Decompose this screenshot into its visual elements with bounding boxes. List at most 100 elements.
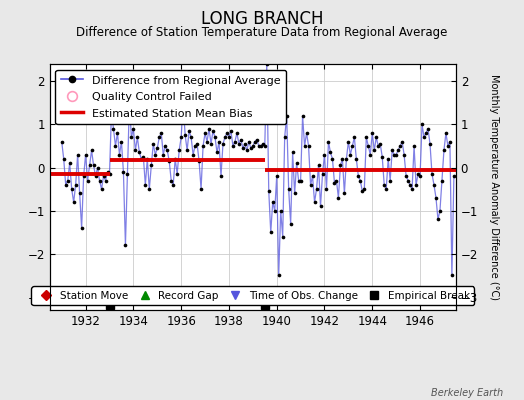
Point (135, 149, 144, 156)
Point (129, 126, 138, 132)
Point (193, 141, 201, 147)
Point (356, 177, 365, 184)
Point (171, 156, 179, 162)
Point (364, 143, 373, 149)
Point (191, 143, 199, 149)
Point (203, 138, 211, 145)
Point (141, 182, 149, 188)
Point (61, 182, 70, 188)
Point (410, 143, 418, 149)
Point (267, 229, 275, 236)
Point (163, 147, 171, 154)
Point (175, 147, 183, 154)
Point (360, 186, 368, 192)
Point (390, 152, 398, 158)
Point (374, 143, 383, 149)
Point (362, 134, 370, 140)
Text: Berkeley Earth: Berkeley Earth (431, 388, 503, 398)
Point (312, 186, 321, 192)
Point (275, 272, 283, 279)
Point (418, 121, 426, 128)
Point (153, 145, 161, 151)
Point (402, 173, 410, 180)
Point (213, 149, 221, 156)
Point (257, 143, 265, 149)
Point (187, 134, 195, 140)
Y-axis label: Monthly Temperature Anomaly Difference (°C): Monthly Temperature Anomaly Difference (… (489, 74, 499, 300)
Point (131, 147, 139, 154)
Point (93, 164, 102, 171)
Point (66, 160, 74, 166)
Point (215, 138, 223, 145)
Point (113, 130, 122, 136)
Point (376, 141, 385, 147)
Point (235, 141, 243, 147)
Point (183, 147, 191, 154)
Point (294, 177, 303, 184)
Point (238, 145, 247, 151)
Point (205, 126, 213, 132)
Point (310, 199, 319, 205)
Point (133, 134, 141, 140)
Point (63, 177, 72, 184)
Point (107, 108, 116, 115)
Point (320, 152, 329, 158)
Point (442, 130, 450, 136)
Point (219, 141, 227, 147)
Point (241, 141, 249, 147)
Point (304, 143, 313, 149)
Point (173, 171, 181, 177)
Point (278, 234, 287, 240)
Point (348, 143, 356, 149)
Point (83, 177, 92, 184)
Point (280, 134, 289, 140)
Point (432, 194, 440, 201)
Point (70, 199, 78, 205)
Legend: Station Move, Record Gap, Time of Obs. Change, Empirical Break: Station Move, Record Gap, Time of Obs. C… (31, 286, 474, 305)
Point (336, 162, 345, 169)
Point (199, 143, 208, 149)
Point (60, 156, 68, 162)
Point (75, 190, 84, 197)
Point (400, 152, 408, 158)
Point (416, 173, 424, 180)
Point (292, 160, 301, 166)
Point (384, 156, 392, 162)
Point (358, 188, 366, 194)
Point (424, 126, 432, 132)
Point (398, 138, 406, 145)
Point (396, 143, 405, 149)
Point (88, 147, 96, 154)
Point (298, 112, 307, 119)
Point (346, 152, 355, 158)
Point (316, 203, 325, 210)
Point (342, 156, 351, 162)
Point (282, 112, 291, 119)
Point (272, 173, 281, 180)
Point (151, 152, 159, 158)
Point (211, 134, 219, 140)
Point (420, 134, 428, 140)
Point (285, 186, 293, 192)
Point (229, 143, 237, 149)
Point (354, 173, 363, 180)
Point (447, 272, 456, 279)
Point (414, 171, 422, 177)
Point (169, 182, 178, 188)
Point (308, 173, 316, 180)
Point (328, 156, 336, 162)
Point (245, 138, 253, 145)
Point (101, 177, 110, 184)
Point (221, 134, 229, 140)
Point (378, 154, 386, 160)
Text: Difference of Station Temperature Data from Regional Average: Difference of Station Temperature Data f… (77, 26, 447, 39)
Point (430, 182, 438, 188)
Point (265, 188, 273, 194)
Point (300, 143, 309, 149)
Point (159, 152, 168, 158)
Point (161, 143, 169, 149)
Point (147, 162, 156, 169)
Point (259, 141, 267, 147)
Point (334, 194, 343, 201)
Point (145, 186, 154, 192)
